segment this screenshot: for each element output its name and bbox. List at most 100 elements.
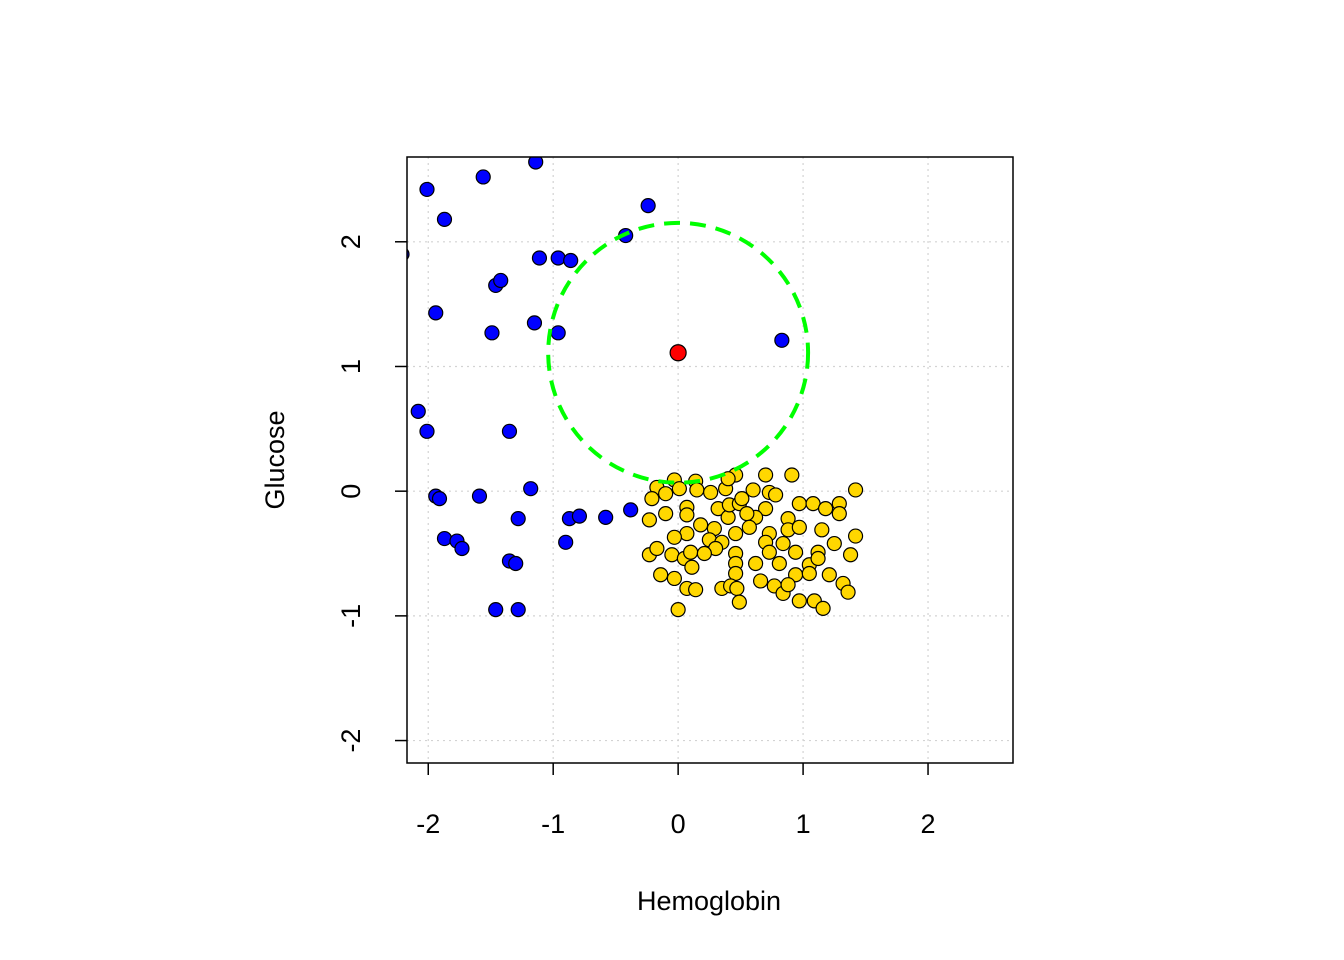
point-class-a	[623, 502, 639, 518]
point-class-a	[488, 602, 504, 618]
point-class-a	[523, 481, 539, 497]
point-class-b	[689, 482, 705, 498]
y-tick-label: -1	[336, 604, 366, 628]
point-class-a	[454, 540, 470, 557]
query-point	[669, 344, 687, 362]
point-class-a	[508, 555, 524, 572]
point-class-b	[741, 519, 757, 535]
point-class-a	[493, 272, 509, 289]
point-class-a	[526, 315, 543, 331]
point-class-a	[598, 509, 614, 525]
point-class-b	[814, 522, 830, 538]
point-class-b	[821, 567, 837, 583]
point-class-b	[748, 555, 764, 572]
point-class-a	[501, 423, 518, 439]
point-class-b	[761, 544, 777, 560]
point-class-b	[641, 512, 658, 528]
point-class-b	[840, 584, 856, 600]
point-class-b	[791, 593, 807, 609]
grid	[407, 157, 1013, 763]
point-class-a	[471, 488, 488, 504]
point-class-b	[703, 484, 719, 501]
point-class-b	[731, 594, 747, 610]
point-class-b	[745, 482, 761, 498]
point-class-a	[475, 169, 491, 185]
y-axis-label: Glucose	[260, 410, 290, 509]
point-class-a	[428, 305, 444, 321]
point-class-b	[826, 535, 842, 552]
point-class-b	[666, 529, 682, 545]
point-class-a	[410, 403, 426, 419]
point-class-b	[758, 501, 774, 517]
point-class-b	[815, 600, 831, 616]
point-class-a	[436, 530, 453, 547]
y-tick-label: 2	[336, 234, 366, 249]
point-class-b	[780, 577, 796, 593]
point-class-b	[758, 467, 774, 483]
point-class-b	[728, 525, 744, 542]
point-class-a	[563, 252, 579, 269]
point-class-b	[771, 555, 787, 572]
point-class-b	[791, 519, 807, 535]
point-class-a	[774, 332, 790, 348]
point-class-b	[810, 550, 826, 567]
point-class-a	[558, 534, 574, 550]
point-class-b	[644, 491, 660, 507]
x-tick-label: -2	[416, 809, 440, 839]
point-class-a	[419, 423, 435, 439]
point-class-b	[696, 545, 712, 562]
y-tick-label: -2	[336, 729, 366, 753]
point-class-b	[671, 481, 687, 497]
point-class-b	[693, 517, 709, 533]
point-class-b	[670, 602, 686, 618]
x-tick-label: 0	[671, 809, 686, 839]
point-class-a	[571, 508, 588, 524]
y-tick-label: 0	[336, 484, 366, 499]
point-class-b	[664, 547, 680, 563]
point-class-b	[787, 544, 804, 560]
point-class-b	[784, 467, 800, 483]
point-class-a	[510, 602, 526, 618]
point-class-b	[649, 540, 665, 557]
point-class-b	[775, 535, 791, 552]
point-class-b	[847, 528, 864, 544]
point-class-b	[831, 506, 847, 522]
point-class-a	[550, 250, 566, 266]
point-class-b	[679, 507, 695, 523]
point-class-b	[729, 580, 745, 597]
x-tick-label: -1	[541, 809, 565, 839]
point-class-b	[842, 547, 859, 563]
point-class-a	[484, 325, 500, 341]
point-class-b	[658, 486, 674, 502]
neighborhood-circle	[546, 220, 811, 485]
point-class-a	[640, 198, 656, 214]
point-class-b	[767, 487, 784, 503]
point-class-b	[684, 559, 700, 575]
point-class-b	[653, 567, 669, 583]
plot-frame	[406, 156, 1014, 764]
axes: -2 -1 0 1 2 -2 -1 0 1 2	[336, 234, 936, 839]
point-class-b	[679, 525, 695, 542]
point-class-a	[436, 211, 453, 227]
point-class-a	[510, 511, 526, 527]
point-class-b	[791, 496, 807, 512]
point-class-a	[528, 157, 544, 170]
point-class-b	[720, 509, 736, 525]
x-axis-label: Hemoglobin	[637, 886, 781, 916]
point-class-b	[666, 570, 682, 587]
y-tick-label: 1	[336, 359, 366, 374]
point-class-b	[688, 582, 704, 598]
x-tick-label: 1	[796, 809, 811, 839]
point-class-a	[419, 181, 435, 198]
point-class-a	[550, 325, 566, 341]
point-class-b	[739, 506, 755, 522]
point-class-b	[753, 573, 769, 589]
point-class-a	[431, 491, 448, 507]
point-class-b	[847, 482, 864, 498]
x-tick-label: 2	[921, 809, 936, 839]
point-class-b	[817, 501, 834, 517]
plot-area	[407, 157, 864, 618]
point-class-b	[658, 506, 674, 522]
point-class-a	[531, 250, 548, 266]
